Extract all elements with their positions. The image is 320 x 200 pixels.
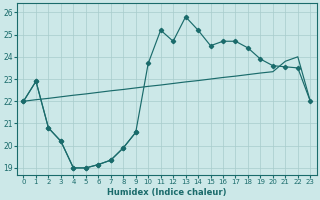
X-axis label: Humidex (Indice chaleur): Humidex (Indice chaleur): [107, 188, 227, 197]
